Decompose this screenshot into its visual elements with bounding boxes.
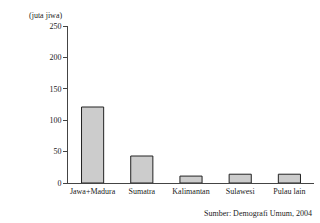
svg-text:150: 150 (49, 85, 61, 94)
svg-text:Sumatra: Sumatra (128, 187, 155, 196)
svg-text:250: 250 (49, 22, 61, 31)
svg-text:Jawa+Madura: Jawa+Madura (70, 187, 116, 196)
svg-text:100: 100 (49, 116, 61, 125)
svg-text:Sulawesi: Sulawesi (226, 187, 256, 196)
svg-text:(juta jiwa): (juta jiwa) (29, 11, 62, 20)
svg-text:Kalimantan: Kalimantan (172, 187, 209, 196)
svg-text:200: 200 (49, 53, 61, 62)
svg-text:50: 50 (53, 147, 61, 156)
svg-text:Pulau lain: Pulau lain (273, 187, 305, 196)
svg-text:Sumber: Demografi Umum, 2004: Sumber: Demografi Umum, 2004 (204, 209, 312, 218)
svg-text:0: 0 (57, 179, 61, 188)
